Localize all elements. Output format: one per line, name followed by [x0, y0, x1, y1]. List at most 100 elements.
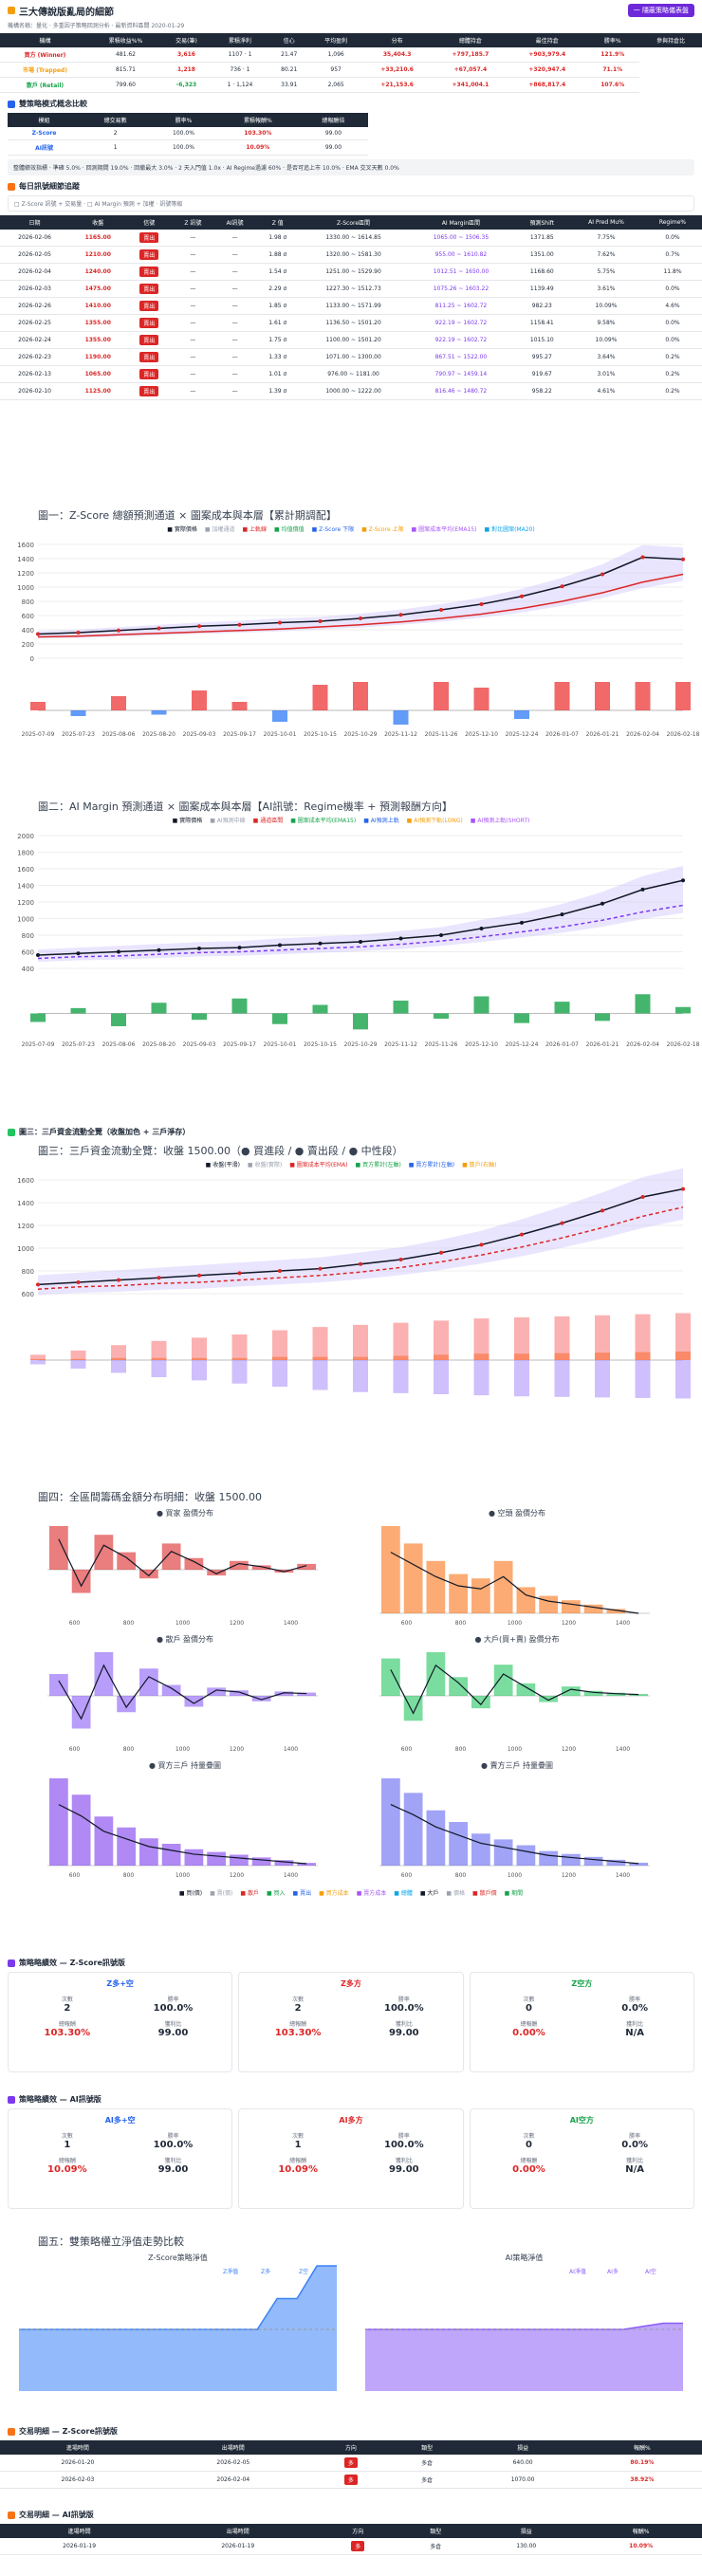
- signal-shift: 1351.00: [514, 246, 569, 264]
- summary-cell: +320,947.4: [508, 62, 586, 78]
- flow-buy-bar: [312, 1327, 328, 1360]
- sub-bar: [70, 710, 86, 716]
- signal-col-header: Regime%: [642, 215, 702, 230]
- stat-label: 獲利比: [395, 2021, 413, 2028]
- x-tick-label: 800: [455, 1746, 467, 1753]
- trade-pnl: 1070.00: [463, 2471, 582, 2489]
- stat-cell: 獲利比 99.00: [120, 2156, 227, 2175]
- signal-mu: 10.09%: [568, 331, 643, 349]
- summary-col-header: 分布: [361, 33, 433, 47]
- dist-bar: [94, 1535, 114, 1570]
- legend-item: ■ 加權通道: [204, 526, 235, 533]
- strategy-cell: 2: [81, 127, 151, 140]
- x-tick-label: 1400: [284, 1746, 298, 1753]
- legend-item: ■ 賣方成本: [356, 1890, 387, 1897]
- signal-col-header: AI Pred Mu%: [568, 215, 643, 230]
- x-tick-label: 600: [401, 1872, 413, 1879]
- signal-price: 1475.00: [69, 280, 127, 298]
- stat-value: N/A: [625, 2164, 645, 2175]
- chart-5-svg: Z-Score策略淨值 Z淨值 Z多 Z空 AI策略淨值 AI淨值 AI多 AI空: [19, 2253, 683, 2391]
- signal-shift: 1139.49: [514, 280, 569, 298]
- signal-row[interactable]: 2026-02-25 1355.00 賣出 — —1.61 σ 1136.50 ~ 150…: [0, 314, 702, 332]
- price-point: [278, 620, 282, 625]
- distribution-panel: ● 賣方三戶 持量疊圖 600 800 1000 1200 1400: [360, 1760, 674, 1883]
- x-tick-label: 2025-12-10: [465, 731, 498, 738]
- signal-row[interactable]: 2026-02-10 1125.00 賣出 — —1.39 σ 1000.00 ~ 122…: [0, 382, 702, 400]
- trade-dir: 多: [351, 2541, 365, 2551]
- signal-ai: —: [213, 382, 256, 400]
- signal-row[interactable]: 2026-02-23 1190.00 賣出 — —1.33 σ 1071.00 ~ 130…: [0, 348, 702, 366]
- signal-badge: 賣出: [139, 318, 159, 328]
- x-tick-label: 2025-08-20: [142, 731, 176, 738]
- stat-label: 勝率: [397, 1996, 410, 2003]
- section-icon: [8, 1959, 15, 1967]
- signal-badge: 賣出: [139, 301, 159, 311]
- summary-cell: 736 · 1: [212, 62, 268, 78]
- price-point: [600, 1208, 604, 1213]
- signal-zval: 1.85 σ: [255, 297, 300, 315]
- stat-cell: 次數 2: [245, 1995, 351, 2014]
- signal-row[interactable]: 2026-02-26 1410.00 賣出 — —1.85 σ 1133.00 ~ 157…: [0, 297, 702, 315]
- signal-z: —: [172, 314, 214, 332]
- signal-mu: 3.01%: [568, 365, 643, 383]
- dist-bar: [583, 1856, 603, 1866]
- signal-row[interactable]: 2026-02-24 1355.00 賣出 — —1.75 σ 1100.00 ~ 150…: [0, 331, 702, 349]
- summary-cell: 3,616: [160, 47, 212, 63]
- trade-in: 2026-02-03: [0, 2471, 156, 2489]
- signal-row[interactable]: 2026-02-03 1475.00 賣出 — —2.29 σ 1227.30 ~ 151…: [0, 280, 702, 298]
- x-tick-label: 1000: [176, 1746, 190, 1753]
- stat-cell: 次數 1: [245, 2131, 351, 2150]
- chart-3-svg: 600 800 1000 1200 1400 1600: [17, 1168, 691, 1399]
- summary-cell: 121.9%: [585, 47, 640, 63]
- panel-title: ● 散戶 盈價分布: [156, 1635, 214, 1644]
- signal-shift: 958.22: [514, 382, 569, 400]
- signal-zrange: 1071.00 ~ 1300.00: [299, 348, 408, 366]
- dist-bar: [139, 1570, 158, 1579]
- flow-buy-bar: [70, 1350, 86, 1360]
- dist-bar: [629, 1694, 648, 1696]
- dist-line: [390, 1552, 639, 1614]
- signal-row[interactable]: 2026-02-06 1165.00 賣出 — —1.98 σ 1330.00 ~ 161…: [0, 230, 702, 247]
- flow-sell-bar: [675, 1360, 691, 1399]
- legend-item: ■ 總體: [394, 1890, 413, 1897]
- signal-row[interactable]: 2026-02-05 1210.00 賣出 — —1.88 σ 1320.00 ~ 158…: [0, 246, 702, 264]
- y-tick-label: 1200: [17, 1223, 34, 1230]
- signal-row[interactable]: 2026-02-04 1240.00 賣出 — —1.54 σ 1251.00 ~ 152…: [0, 263, 702, 281]
- x-tick-label: 1000: [176, 1620, 190, 1627]
- price-point: [398, 936, 403, 941]
- trade-col-header: 出場時間: [155, 2440, 311, 2455]
- x-tick-label: 1200: [562, 1746, 576, 1753]
- price-point: [36, 1282, 40, 1287]
- summary-cell: +67,057.4: [432, 62, 509, 78]
- stat-value: 0.00%: [512, 2164, 545, 2175]
- signal-date: 2026-02-23: [0, 348, 70, 366]
- x-tick-label: 600: [69, 1746, 81, 1753]
- dashboard-button[interactable]: 一 隱蔽策略儀表盤: [627, 4, 694, 17]
- signal-tags[interactable]: □ Z-Score 訊號 + 交易量 · □ AI Margin 預測 + 加權…: [8, 195, 694, 212]
- signal-regime: 0.0%: [642, 280, 702, 298]
- stat-value: 0: [526, 2003, 532, 2014]
- dist-bar: [493, 1560, 513, 1613]
- summary-col-header: 累積收益%%: [90, 33, 161, 47]
- price-point: [318, 619, 323, 623]
- dist-bar: [381, 1658, 400, 1696]
- signal-ai: —: [213, 365, 256, 383]
- summary-table-wrap: 機構 累積收益%% 交易(筆) 累積淨利 信心 平均盈利 分布 總體持倉 最佳持倉 勝率% 參與持倉…: [0, 33, 702, 93]
- x-tick-label: 1400: [616, 1872, 630, 1879]
- chart-1-svg: 0 200 400 600 800 1000 1200 1400 1600 2025-07-09 2…: [17, 542, 699, 738]
- dist-bar: [251, 1857, 271, 1866]
- flow-buy-bar: [231, 1334, 248, 1360]
- stat-label: 勝率: [629, 1996, 641, 2003]
- sub-bar: [635, 994, 651, 1014]
- ai-cards-title: 策略略績效 — AI訊號版: [8, 2094, 694, 2105]
- signal-row[interactable]: 2026-02-13 1065.00 賣出 — —1.01 σ 976.00 ~ 1181…: [0, 365, 702, 383]
- signal-mu: 4.61%: [568, 382, 643, 400]
- signal-table-wrap: 日期 收盤 信號 Z 訊號 AI訊號 Z 值 Z-Score區間 AI Margin區間 預測S…: [0, 215, 702, 400]
- stat-value: 99.00: [389, 2028, 419, 2038]
- flow-sell-bar: [70, 1360, 86, 1369]
- signal-zrange: 1330.00 ~ 1614.85: [299, 230, 408, 247]
- sub-bar: [554, 1002, 570, 1014]
- dist-bar: [251, 1565, 271, 1570]
- stat-value: N/A: [625, 2028, 645, 2038]
- stat-value: 0.0%: [621, 2140, 649, 2150]
